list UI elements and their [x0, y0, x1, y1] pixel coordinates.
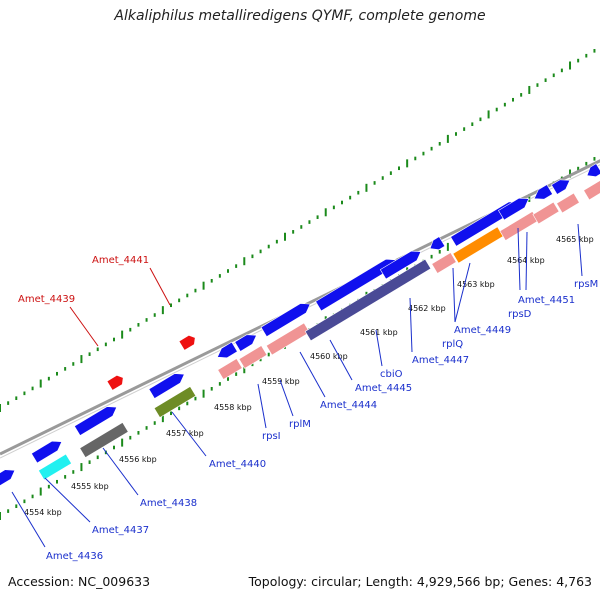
label-leader-line	[102, 447, 139, 496]
gene-arrow	[583, 179, 600, 201]
gene-label: Amet_4444	[320, 400, 377, 411]
gene-label: rpsD	[508, 309, 532, 320]
gene-label: rplM	[289, 419, 311, 430]
kbp-tick-label: 4557 kbp	[166, 429, 204, 438]
gene-arrow	[431, 252, 457, 274]
kbp-tick-label: 4562 kbp	[408, 304, 446, 313]
label-leader-line	[299, 351, 326, 398]
gene-label: Amet_4441	[92, 255, 149, 266]
kbp-tick-label: 4564 kbp	[507, 256, 545, 265]
gene-arrow	[260, 303, 311, 338]
gene-arrow	[498, 197, 530, 221]
gene-arrow	[217, 358, 243, 380]
gene-arrow	[31, 440, 63, 464]
label-leader-line	[149, 267, 171, 306]
kbp-tick-label: 4556 kbp	[119, 455, 157, 464]
backbone-line	[0, 159, 600, 456]
red-gene-marker	[179, 335, 195, 350]
label-leader-line	[329, 339, 353, 381]
gene-label: Amet_4438	[140, 498, 197, 509]
gene-label: Amet_4439	[18, 294, 75, 305]
label-leader-line	[44, 477, 91, 523]
gene-arrow	[533, 184, 553, 200]
gene-label: Amet_4445	[355, 383, 412, 394]
label-leader-line	[279, 379, 294, 417]
kbp-tick-label: 4555 kbp	[71, 482, 109, 491]
gene-arrow	[148, 373, 185, 399]
gene-arrow	[556, 192, 580, 214]
gene-arrow	[74, 406, 118, 436]
gene-label: rpsM	[574, 279, 598, 290]
kbp-tick-label: 4554 kbp	[24, 508, 62, 517]
label-leader-line	[409, 297, 413, 353]
red-gene-marker	[107, 375, 123, 390]
gene-label: Amet_4436	[46, 551, 103, 562]
gene-arrow	[429, 236, 446, 251]
label-leader-line	[257, 383, 267, 429]
gene-arrow	[532, 201, 560, 225]
gene-label: Amet_4451	[518, 295, 575, 306]
label-leader-line	[375, 329, 383, 367]
label-leader-line	[452, 267, 456, 323]
label-leader-line	[517, 227, 521, 291]
genome-summary-text: Topology: circular; Length: 4,929,566 bp…	[248, 574, 592, 589]
gene-label: rpsI	[262, 431, 281, 442]
kbp-tick-label: 4561 kbp	[360, 328, 398, 337]
kbp-tick-label: 4563 kbp	[457, 280, 495, 289]
gene-arrow	[0, 469, 16, 491]
gene-arrow	[79, 421, 129, 459]
gene-arrow	[238, 345, 268, 369]
accession-text: Accession: NC_009633	[8, 574, 151, 589]
gene-label: Amet_4440	[209, 459, 266, 470]
label-leader-line	[454, 262, 471, 323]
gene-arrow	[586, 163, 600, 178]
gene-label: rplQ	[442, 339, 463, 350]
gene-arrow	[38, 453, 72, 481]
gene-label: Amet_4437	[92, 525, 149, 536]
map-title: Alkaliphilus metalliredigens QYMF, compl…	[114, 8, 486, 24]
label-leader-line	[525, 231, 528, 291]
label-leader-line	[577, 223, 583, 277]
gene-arrow	[153, 386, 197, 418]
gene-arrow	[304, 258, 432, 342]
gene-arrow	[216, 341, 238, 359]
kbp-tick-label: 4565 kbp	[556, 235, 594, 244]
gene-label: Amet_4449	[454, 325, 511, 336]
gene-label: cbiO	[380, 369, 403, 380]
gene-arrow	[551, 179, 571, 195]
kbp-tick-label: 4558 kbp	[214, 403, 252, 412]
kbp-tick-label: 4560 kbp	[310, 352, 348, 361]
gene-label: Amet_4447	[412, 355, 469, 366]
label-leader-line	[69, 306, 99, 347]
label-leader-line	[171, 411, 207, 457]
label-leader-line	[11, 491, 46, 548]
gene-arrow	[234, 334, 257, 352]
gene-arrow	[379, 250, 422, 280]
